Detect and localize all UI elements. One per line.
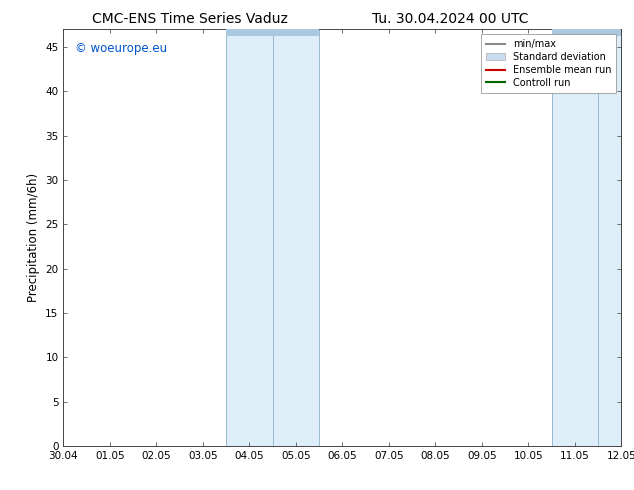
Bar <box>273 29 319 446</box>
Bar <box>226 26 273 36</box>
Bar <box>226 29 273 446</box>
Bar <box>552 29 598 446</box>
Y-axis label: Precipitation (mm/6h): Precipitation (mm/6h) <box>27 173 40 302</box>
Legend: min/max, Standard deviation, Ensemble mean run, Controll run: min/max, Standard deviation, Ensemble me… <box>481 34 616 93</box>
Text: © woeurope.eu: © woeurope.eu <box>75 42 167 55</box>
Bar <box>273 26 319 36</box>
Bar <box>598 26 634 36</box>
Bar <box>552 26 598 36</box>
Text: CMC-ENS Time Series Vaduz: CMC-ENS Time Series Vaduz <box>93 12 288 26</box>
Text: Tu. 30.04.2024 00 UTC: Tu. 30.04.2024 00 UTC <box>372 12 528 26</box>
Bar <box>598 29 634 446</box>
